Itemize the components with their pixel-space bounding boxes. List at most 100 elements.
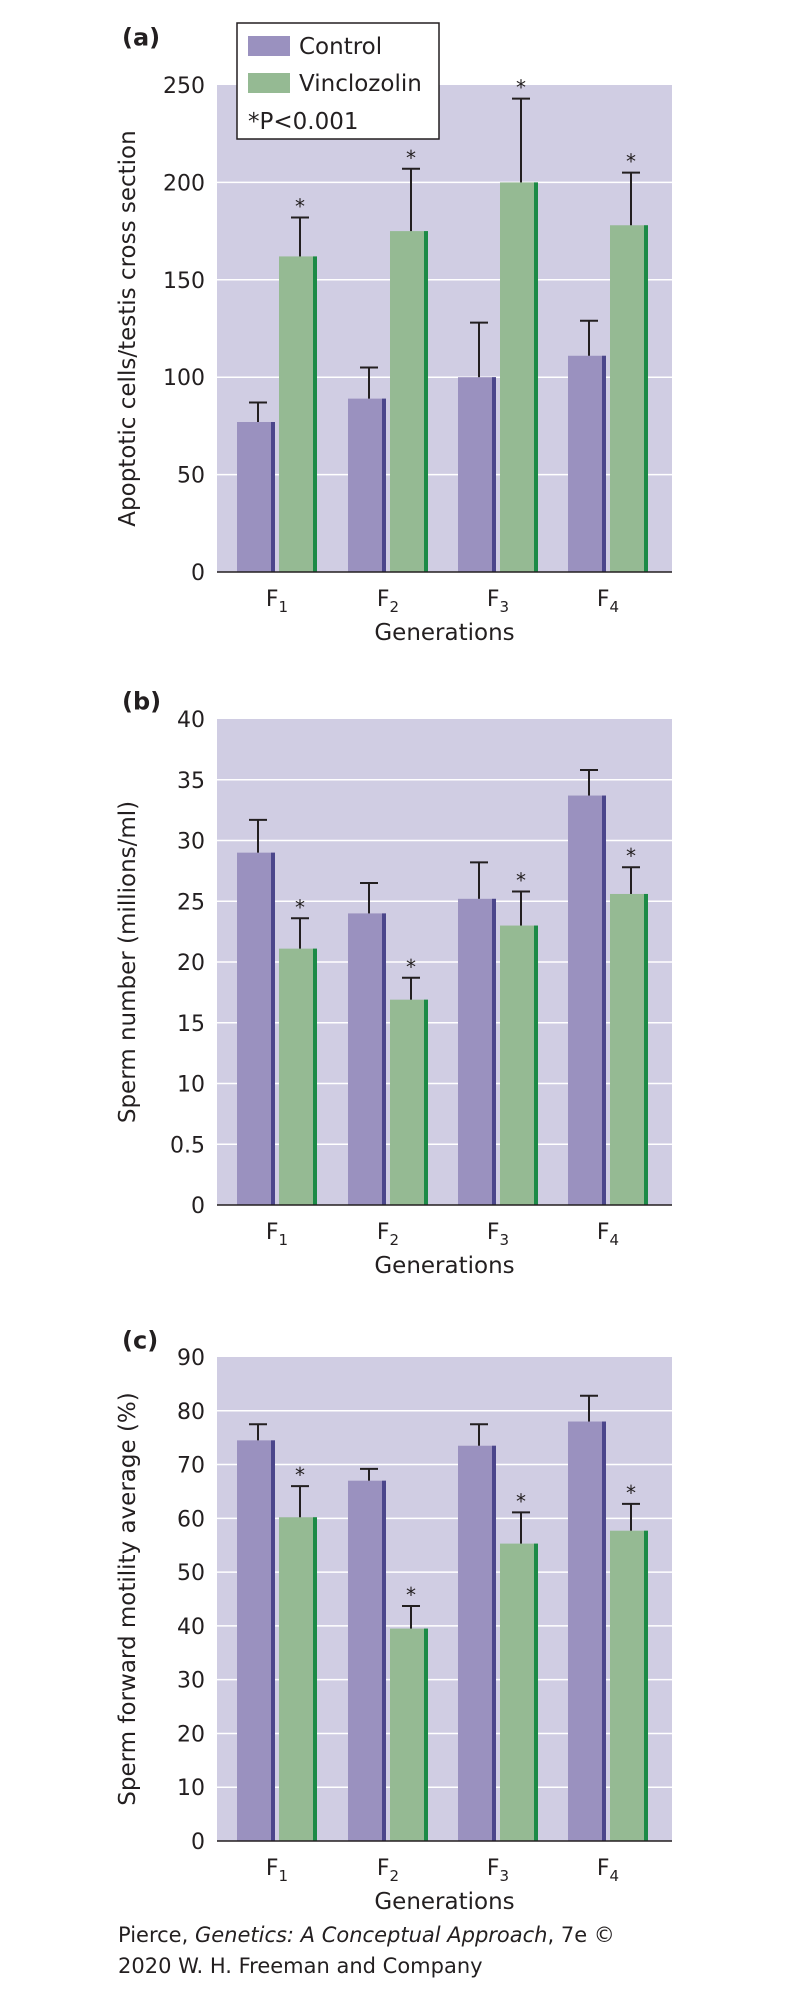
panel-b-bar-edge-vinclozolin <box>424 999 428 1205</box>
panel-a-bar-edge-control <box>492 377 496 572</box>
panel-c-ytick-label: 0 <box>191 1830 205 1855</box>
panel-c-bar-vinclozolin <box>390 1628 428 1841</box>
panel-c-bar-control <box>568 1421 606 1841</box>
credit-line: Pierce, Genetics: A Conceptual Approach,… <box>118 1920 615 1982</box>
panel-b-ytick-label: 25 <box>177 890 205 915</box>
panel-b-bar-vinclozolin <box>610 893 648 1205</box>
panel-a-bar-control <box>458 377 496 572</box>
panel-c-xtick-label: F3 <box>487 1856 509 1885</box>
panel-b-ytick-label: 40 <box>177 708 205 733</box>
panel-c-bar-edge-control <box>602 1421 606 1841</box>
panel-b-significance-star: * <box>295 895 305 919</box>
panel-a-significance-star: * <box>406 146 416 170</box>
panel-a-x-axis-title: Generations <box>374 620 514 646</box>
panel-c-bar-control <box>237 1440 275 1841</box>
panel-b-ytick-label: 35 <box>177 769 205 794</box>
panel-b-label: (b) <box>122 688 161 716</box>
panel-b-y-axis-title: Sperm number (millions/ml) <box>115 801 141 1123</box>
panel-c-ytick-label: 10 <box>177 1776 205 1801</box>
panel-b-ytick-label: 0.5 <box>170 1133 205 1158</box>
panel-a-significance-star: * <box>626 150 636 174</box>
panel-b-bar-edge-control <box>271 852 275 1205</box>
panel-a-ytick-label: 200 <box>163 171 205 196</box>
panel-c-ytick-label: 80 <box>177 1400 205 1425</box>
panel-a-y-axis-title: Apoptotic cells/testis cross section <box>115 130 141 526</box>
credit-author: Pierce, <box>118 1923 195 1947</box>
panel-c-x-axis-title: Generations <box>374 1889 514 1915</box>
panel-a-significance-star: * <box>295 194 305 218</box>
panel-c-bar-edge-vinclozolin <box>534 1543 538 1841</box>
panel-b-xtick-label: F1 <box>266 1220 288 1249</box>
panel-b-xtick-label: F4 <box>597 1220 619 1249</box>
panel-c-bar-edge-vinclozolin <box>424 1628 428 1841</box>
panel-b-significance-star: * <box>516 869 526 893</box>
panel-a-xtick-label: F3 <box>487 587 509 616</box>
panel-a-bar-edge-control <box>382 398 386 572</box>
panel-b-ytick-label: 20 <box>177 951 205 976</box>
panel-a-bar-control <box>568 355 606 572</box>
panel-c-ytick-label: 50 <box>177 1561 205 1586</box>
panel-a-xtick-label: F4 <box>597 587 619 616</box>
panel-b-bar-control <box>237 852 275 1205</box>
panel-a-ytick-label: 50 <box>177 464 205 489</box>
panel-b-ytick-label: 30 <box>177 830 205 855</box>
panel-a-xtick-label: F1 <box>266 587 288 616</box>
panel-b-bar-edge-control <box>602 795 606 1205</box>
panel-a-label: (a) <box>122 24 160 52</box>
panel-c-significance-star: * <box>626 1481 636 1505</box>
panel-c-bar-vinclozolin <box>610 1530 648 1841</box>
panel-b-ytick-label: 15 <box>177 1012 205 1037</box>
panel-c-bar-edge-control <box>271 1440 275 1841</box>
legend-label-vinclozolin: Vinclozolin <box>299 71 422 97</box>
legend-swatch-vinclozolin <box>248 73 290 93</box>
panel-c-bar-edge-vinclozolin <box>644 1530 648 1841</box>
panel-b-bar-edge-vinclozolin <box>644 893 648 1205</box>
panel-c-bar-edge-control <box>492 1445 496 1841</box>
panel-c-ytick-label: 40 <box>177 1615 205 1640</box>
legend-swatch-control <box>248 36 290 56</box>
panel-c-ytick-label: 30 <box>177 1669 205 1694</box>
panel-b-bar-edge-control <box>382 913 386 1205</box>
panel-c-xtick-label: F1 <box>266 1856 288 1885</box>
panel-b-significance-star: * <box>626 844 636 868</box>
panel-c-bar-edge-vinclozolin <box>313 1517 317 1841</box>
panel-b-significance-star: * <box>406 955 416 979</box>
panel-c-xtick-label: F4 <box>597 1856 619 1885</box>
panel-c-ytick-label: 20 <box>177 1722 205 1747</box>
panel-b-ytick-label: 0 <box>191 1194 205 1219</box>
legend-significance-note: *P<0.001 <box>248 109 359 135</box>
panel-a-bar-vinclozolin <box>390 231 428 572</box>
panel-a-xtick-label: F2 <box>377 587 399 616</box>
panel-b-bar-vinclozolin <box>390 999 428 1205</box>
panel-c-bar-edge-control <box>382 1480 386 1841</box>
panel-b-x-axis-title: Generations <box>374 1253 514 1279</box>
panel-a-significance-star: * <box>516 76 526 100</box>
panel-b-xtick-label: F3 <box>487 1220 509 1249</box>
panel-c-bar-control <box>348 1480 386 1841</box>
panel-a-bar-control <box>237 422 275 572</box>
panel-c-label: (c) <box>122 1327 158 1355</box>
panel-b-xtick-label: F2 <box>377 1220 399 1249</box>
panel-b-bar-control <box>568 795 606 1205</box>
panel-a-bar-edge-vinclozolin <box>313 256 317 572</box>
panel-a-ytick-label: 250 <box>163 74 205 99</box>
panel-b-bar-vinclozolin <box>500 925 538 1205</box>
panel-c-significance-star: * <box>295 1463 305 1487</box>
panel-c-ytick-label: 90 <box>177 1346 205 1371</box>
credit-book-title: Genetics: A Conceptual Approach <box>194 1923 548 1947</box>
panel-a-bar-edge-vinclozolin <box>534 182 538 572</box>
panel-c-bar-vinclozolin <box>500 1543 538 1841</box>
panel-a-bar-edge-control <box>271 422 275 572</box>
panel-a-bar-control <box>348 398 386 572</box>
panel-a-bar-edge-vinclozolin <box>644 225 648 573</box>
panel-c-xtick-label: F2 <box>377 1856 399 1885</box>
panel-c-significance-star: * <box>516 1489 526 1513</box>
panel-b-bar-vinclozolin <box>279 948 317 1205</box>
panel-c-bar-control <box>458 1445 496 1841</box>
panel-a-bar-edge-vinclozolin <box>424 231 428 572</box>
panel-a-ytick-label: 150 <box>163 269 205 294</box>
panel-b-bar-edge-vinclozolin <box>313 948 317 1205</box>
panel-c-significance-star: * <box>406 1583 416 1607</box>
panel-c-bar-vinclozolin <box>279 1517 317 1841</box>
